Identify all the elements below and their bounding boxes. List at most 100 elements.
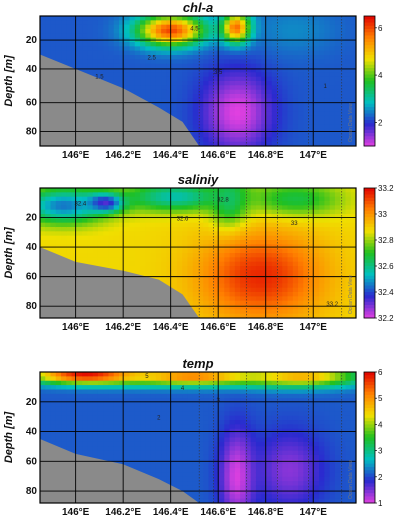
field-cell bbox=[92, 42, 99, 47]
field-cell bbox=[334, 205, 341, 211]
field-cell bbox=[234, 222, 241, 228]
field-cell bbox=[219, 24, 225, 30]
field-cell bbox=[76, 235, 83, 241]
colorbar-step bbox=[364, 142, 375, 147]
field-cell bbox=[234, 420, 241, 425]
field-cell bbox=[150, 20, 157, 26]
field-cell bbox=[213, 424, 220, 430]
field-cell bbox=[87, 376, 94, 382]
field-cell bbox=[161, 376, 167, 382]
field-cell bbox=[319, 50, 325, 56]
field-cell bbox=[287, 46, 294, 52]
field-cell bbox=[287, 81, 294, 86]
field-cell bbox=[198, 231, 204, 237]
field-cell bbox=[245, 441, 252, 447]
field-cell bbox=[213, 33, 220, 39]
field-cell bbox=[92, 63, 99, 69]
field-cell bbox=[277, 20, 283, 26]
field-cell bbox=[203, 463, 210, 469]
colorbar-step bbox=[364, 214, 375, 218]
field-cell bbox=[192, 248, 199, 254]
field-cell bbox=[324, 33, 331, 39]
field-cell bbox=[155, 201, 162, 206]
field-cell bbox=[255, 300, 262, 306]
field-cell bbox=[213, 459, 220, 465]
field-cell bbox=[161, 389, 167, 395]
field-cell bbox=[45, 16, 52, 21]
field-cell bbox=[103, 24, 110, 30]
field-cell bbox=[324, 111, 331, 117]
field-cell bbox=[87, 68, 94, 73]
field-cell bbox=[208, 424, 215, 430]
field-cell bbox=[282, 29, 289, 34]
field-cell bbox=[87, 42, 94, 47]
field-cell bbox=[245, 55, 252, 60]
field-cell bbox=[240, 98, 246, 104]
field-cell bbox=[76, 227, 83, 232]
field-cell bbox=[292, 313, 299, 318]
field-cell bbox=[87, 209, 94, 215]
field-cell bbox=[277, 196, 283, 202]
contour-label: 1 bbox=[323, 84, 327, 90]
field-cell bbox=[208, 59, 215, 65]
field-cell bbox=[176, 227, 183, 232]
field-cell bbox=[82, 24, 88, 30]
field-cell bbox=[287, 287, 294, 293]
field-cell bbox=[250, 393, 257, 399]
field-cell bbox=[82, 402, 88, 408]
field-cell bbox=[308, 218, 315, 224]
field-cell bbox=[219, 111, 225, 117]
field-cell bbox=[140, 89, 146, 95]
field-cell bbox=[345, 102, 352, 108]
field-cell bbox=[129, 450, 136, 456]
field-cell bbox=[55, 59, 62, 65]
field-cell bbox=[140, 20, 146, 26]
field-cell bbox=[140, 59, 146, 65]
field-cell bbox=[192, 55, 199, 60]
field-cell bbox=[119, 446, 125, 452]
field-cell bbox=[313, 274, 320, 280]
field-cell bbox=[229, 420, 236, 425]
field-cell bbox=[45, 235, 52, 241]
field-cell bbox=[161, 270, 167, 276]
field-cell bbox=[145, 188, 152, 193]
field-cell bbox=[103, 406, 110, 412]
field-cell bbox=[198, 411, 204, 417]
field-cell bbox=[245, 231, 252, 237]
field-cell bbox=[203, 406, 210, 412]
field-cell bbox=[124, 33, 131, 39]
field-cell bbox=[61, 420, 67, 425]
field-cell bbox=[340, 42, 347, 47]
field-cell bbox=[171, 29, 178, 34]
field-cell bbox=[313, 248, 320, 254]
field-cell bbox=[282, 279, 289, 284]
field-cell bbox=[124, 266, 131, 271]
field-cell bbox=[55, 240, 62, 245]
colorbar-step bbox=[364, 129, 375, 134]
field-cell bbox=[66, 389, 73, 395]
field-cell bbox=[350, 214, 356, 219]
field-cell bbox=[287, 89, 294, 95]
field-cell bbox=[245, 107, 252, 112]
field-cell bbox=[319, 115, 325, 121]
field-cell bbox=[219, 300, 225, 306]
field-cell bbox=[155, 472, 162, 478]
field-cell bbox=[150, 59, 157, 65]
field-cell bbox=[234, 485, 241, 491]
field-cell bbox=[150, 437, 157, 443]
field-cell bbox=[213, 218, 220, 224]
field-cell bbox=[140, 46, 146, 52]
field-cell bbox=[250, 201, 257, 206]
field-cell bbox=[250, 248, 257, 254]
field-cell bbox=[224, 261, 231, 267]
field-cell bbox=[313, 24, 320, 30]
field-cell bbox=[208, 89, 215, 95]
field-cell bbox=[176, 248, 183, 254]
field-cell bbox=[61, 209, 67, 215]
field-cell bbox=[324, 214, 331, 219]
contour-label: 32.8 bbox=[217, 197, 229, 203]
field-cell bbox=[161, 94, 167, 99]
field-cell bbox=[240, 305, 246, 310]
field-cell bbox=[108, 55, 115, 60]
field-cell bbox=[134, 450, 141, 456]
